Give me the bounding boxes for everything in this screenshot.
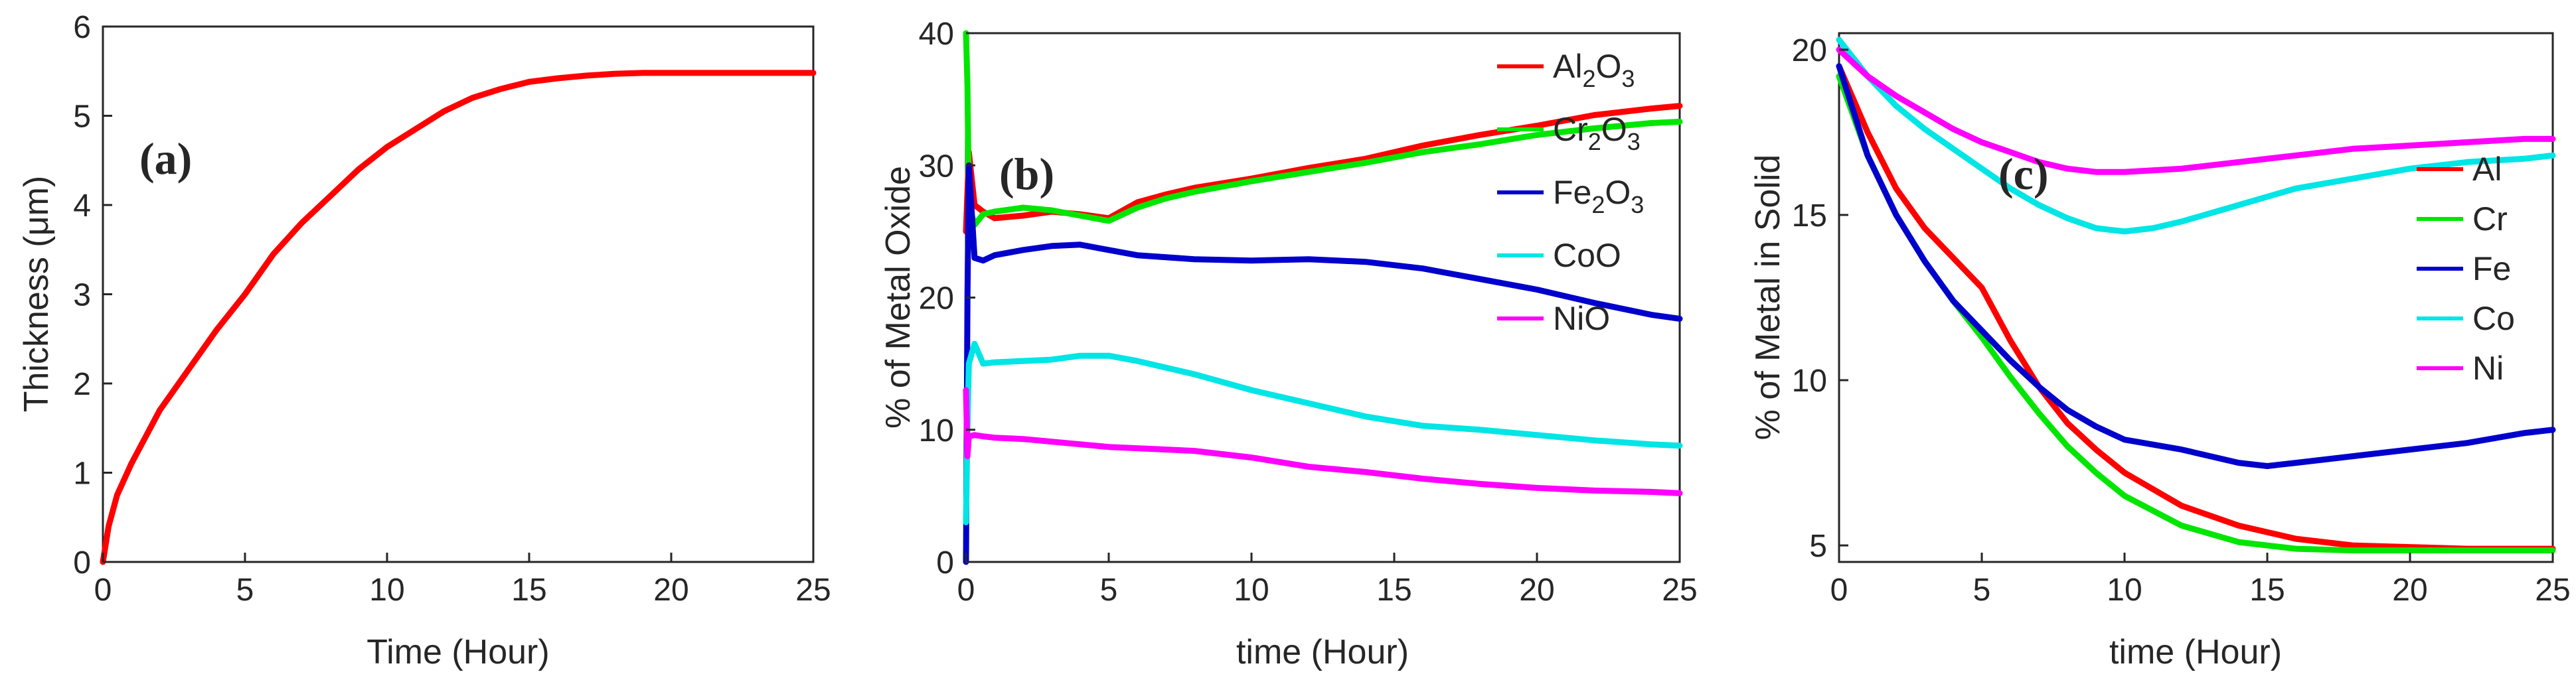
- panel-c-xtick-label: 25: [2535, 573, 2570, 608]
- panel-c-ytick-label: 10: [1792, 364, 1827, 399]
- panel-c-plot-area: [1838, 32, 2554, 563]
- panel-b-ylabel: % of Metal Oxide: [879, 166, 918, 429]
- panel-b-xtick-label: 25: [1662, 573, 1697, 608]
- panel-c-ylabel: % of Metal in Solid: [1749, 155, 1787, 441]
- panel-c-legend-label-cr: Cr: [2472, 200, 2508, 238]
- panel-b-ytick-label: 0: [936, 545, 954, 581]
- panel-c-xtick-label: 20: [2392, 573, 2427, 608]
- panel-c-ytick-label: 5: [1809, 529, 1827, 564]
- panel-c-legend-label-fe: Fe: [2472, 250, 2511, 287]
- panel-a-xtick-label: 25: [795, 573, 831, 608]
- panel-c-series-layer: [1836, 36, 2556, 554]
- panel-c-xtick-label: 5: [1973, 573, 1991, 608]
- panel-c-ytick-label: 20: [1792, 33, 1827, 68]
- panel-a-ytick-label: 4: [73, 188, 91, 224]
- panel-b-ytick-label: 30: [919, 149, 954, 184]
- panel-c-series-co: [1836, 36, 2556, 235]
- panel-a-xtick-label: 5: [236, 573, 254, 608]
- panel-a: 0 5 10 15 20 25 0 1 2 3 4 5 6 (a) Time (Hour) Thickn…: [17, 10, 831, 671]
- panel-c-xtick-label: 0: [1830, 573, 1848, 608]
- panel-a-ytick-label: 2: [73, 367, 91, 402]
- panel-b-legend-label-al2o3: Al2O3: [1553, 48, 1635, 92]
- panel-c-xtick-label: 10: [2107, 573, 2142, 608]
- panel-b-legend-label-coo: CoO: [1553, 237, 1621, 274]
- panel-a-ytick-label: 0: [73, 545, 91, 581]
- panel-b-xtick-label: 5: [1100, 573, 1118, 608]
- panel-a-ytick-label: 5: [73, 100, 91, 135]
- panel-a-series-layer: [100, 70, 817, 565]
- panel-b-legend-label-fe2o3: Fe2O3: [1553, 174, 1644, 218]
- panel-a-xtick-label: 20: [653, 573, 688, 608]
- panel-c-xtick-label: 15: [2249, 573, 2285, 608]
- panel-b-legend: Al2O3 Cr2O3 Fe2O3 CoO NiO: [1497, 48, 1644, 337]
- panel-b-series-layer: [963, 30, 1683, 565]
- panel-b-series-nio: [963, 387, 1683, 496]
- panel-b-ytick-label: 40: [919, 17, 954, 52]
- panel-b-ytick-label: 20: [919, 281, 954, 316]
- panel-a-xtick-label: 15: [511, 573, 546, 608]
- panel-c-series-al: [1836, 63, 2556, 552]
- panel-c-letter: (c): [1998, 149, 2048, 199]
- panel-b-legend-label-cr2o3: Cr2O3: [1553, 111, 1641, 155]
- panel-b-series-cr2o3: [963, 30, 1683, 228]
- panel-b-ytick-label: 10: [919, 413, 954, 448]
- panel-a-ytick-label: 1: [73, 456, 91, 492]
- panel-c-legend-label-al: Al: [2472, 151, 2502, 188]
- panel-b-xlabel: time (Hour): [1236, 633, 1409, 671]
- panel-a-xtick-label: 10: [369, 573, 404, 608]
- panel-a-tick-layer: 0 5 10 15 20 25 0 1 2 3 4 5 6: [73, 10, 831, 608]
- panel-c-series-fe: [1836, 63, 2556, 469]
- panel-b-xtick-label: 15: [1376, 573, 1411, 608]
- panel-b-xtick-label: 20: [1519, 573, 1554, 608]
- panel-c-legend: Al Cr Fe Co Ni: [2417, 151, 2515, 387]
- panel-a-xlabel: Time (Hour): [366, 633, 549, 671]
- panel-b-xtick-label: 0: [957, 573, 975, 608]
- panel-c-series-ni: [1836, 46, 2556, 175]
- panel-b-series-fe2o3: [963, 162, 1683, 565]
- panel-a-plot-area: [102, 25, 815, 563]
- panel-a-xtick-label: 0: [94, 573, 112, 608]
- panel-b: 0 5 10 15 20 25 0 10 20 30 40 (b) time (Hour) % of…: [879, 17, 1698, 671]
- panel-a-series-thickness: [100, 70, 817, 565]
- panel-c-ytick-label: 15: [1792, 198, 1827, 234]
- panel-b-xtick-label: 10: [1234, 573, 1269, 608]
- panel-a-ylabel: Thickness (μm): [17, 176, 56, 412]
- panel-a-ytick-label: 6: [73, 10, 91, 45]
- panel-b-legend-label-nio: NiO: [1553, 300, 1610, 337]
- panel-a-ytick-label: 3: [73, 278, 91, 313]
- panel-b-series-coo: [963, 340, 1683, 525]
- panel-b-letter: (b): [999, 149, 1054, 199]
- panel-c-xlabel: time (Hour): [2109, 633, 2282, 671]
- panel-b-tick-layer: 0 5 10 15 20 25 0 10 20 30 40: [919, 17, 1698, 608]
- panel-c-legend-label-ni: Ni: [2472, 350, 2504, 387]
- panel-a-letter: (a): [139, 133, 192, 184]
- panel-c-legend-label-co: Co: [2472, 300, 2515, 337]
